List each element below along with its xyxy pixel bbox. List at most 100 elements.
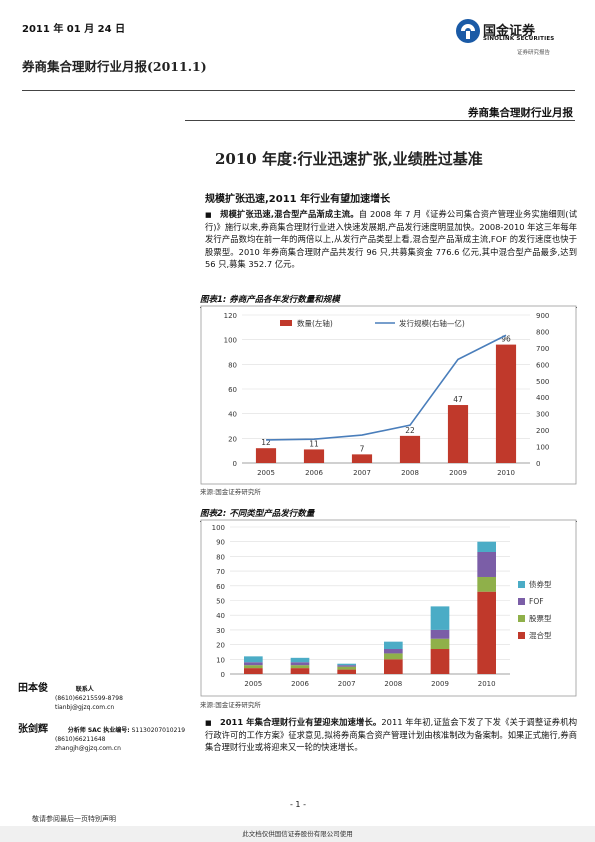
author-phone: (8610)66215599-8798 (55, 695, 123, 702)
x-tick-label: 2010 (497, 469, 515, 477)
author-block-2: 张剑辉 分析师 SAC 执业编号: S1130207010219 (8610)6… (18, 725, 185, 753)
stacked-bar-segment (477, 541, 496, 552)
y-tick-label: 80 (216, 553, 225, 561)
stacked-bar-segment (244, 665, 263, 669)
bar (255, 448, 277, 463)
stacked-bar-segment (430, 629, 450, 639)
bar (495, 344, 517, 463)
stacked-bar-segment (384, 649, 403, 654)
x-tick-label: 2007 (353, 469, 371, 477)
disclaimer-note: 敬请参阅最后一页特别声明 (32, 815, 116, 823)
legend-swatch (518, 581, 525, 588)
stacked-bar-segment (384, 659, 403, 674)
y-tick-label: 50 (216, 598, 225, 606)
logo-chinese-name: 国金证券 (483, 24, 536, 39)
stacked-bar-segment (337, 665, 356, 667)
legend-label: 数量(左轴) (297, 318, 333, 328)
logo-subtitle: 证券研究报告 (517, 50, 551, 56)
y2-tick-label: 700 (536, 345, 549, 353)
logo-english-name: SINOLINK SECURITIES (483, 36, 555, 42)
author-name: 张剑辉 (18, 724, 48, 735)
stacked-bar-segment (290, 668, 310, 674)
y-tick-label: 20 (216, 642, 225, 650)
stacked-bar-segment (290, 657, 310, 663)
y-tick-label: 120 (224, 312, 237, 320)
data-label: 47 (453, 395, 463, 404)
bar (447, 405, 469, 463)
author-email: tianbj@gjzq.com.cn (55, 704, 115, 711)
figure2-source: 来源:国金证券研究所 (200, 701, 261, 709)
section1-paragraph: ■ 规模扩张迅速,混合型产品渐成主流。自 2008 年 7 月《证券公司集合资产管… (205, 208, 577, 271)
y2-tick-label: 400 (536, 394, 549, 402)
y2-tick-label: 900 (536, 312, 549, 320)
x-tick-label: 2009 (431, 680, 449, 688)
section2-paragraph: ■ 2011 年集合理财行业有望迎来加速增长。2011 年年初,证监会下发了下发《… (205, 716, 577, 754)
section-title: 规模扩张迅速,2011 年行业有望加速增长 (205, 194, 391, 205)
data-label: 22 (405, 426, 415, 435)
paragraph-text: 2011 年年初,证监会下发了下发《关于调整证券机构行政许可的工作方案》征求意见… (205, 717, 577, 753)
y-tick-label: 60 (228, 386, 237, 394)
y-tick-label: 100 (212, 524, 225, 532)
legend-swatch (518, 632, 525, 639)
page-number: - 1 - (290, 800, 306, 809)
data-label: 11 (309, 439, 319, 448)
square-bullet-icon: ■ (205, 211, 212, 219)
stacked-bar-segment (337, 666, 356, 670)
y2-tick-label: 500 (536, 378, 549, 386)
x-tick-label: 2006 (291, 680, 309, 688)
stacked-bar-segment (290, 665, 310, 669)
x-tick-label: 2009 (449, 469, 467, 477)
author-role: 联系人 (75, 686, 94, 693)
stacked-bar-segment (477, 576, 496, 592)
figure2-chart: 0 10 20 30 40 50 60 70 80 90 100 2005 2006 2007 2008 20… (200, 519, 577, 697)
author-name: 田本俊 (18, 683, 48, 694)
bullet-lead: 2011 年集合理财行业有望迎来加速增长。 (220, 717, 382, 727)
category-divider (185, 120, 575, 121)
square-bullet-icon: ■ (205, 719, 212, 727)
legend-swatch (518, 598, 525, 605)
company-logo: 国金证券 SINOLINK SECURITIES 证券研究报告 (455, 18, 575, 58)
stacked-bar-segment (477, 551, 496, 577)
legend-label: FOF (529, 597, 544, 606)
y2-tick-label: 300 (536, 411, 549, 419)
report-date: 2011 年 01 月 24 日 (22, 24, 126, 35)
author-license: S1130207010219 (131, 727, 186, 734)
author-phone: (8610)66211648 (55, 736, 106, 743)
x-tick-label: 2007 (338, 680, 356, 688)
legend-label: 股票型 (529, 614, 552, 623)
x-tick-label: 2008 (384, 680, 402, 688)
y-tick-label: 0 (233, 460, 237, 468)
stacked-bar-segment (430, 638, 450, 650)
legend-label: 混合型 (529, 630, 552, 640)
bar (351, 454, 373, 463)
y-tick-label: 90 (216, 539, 225, 547)
headline: 2010 年度:行业迅速扩张,业绩胜过基准 (215, 150, 483, 168)
y-tick-label: 30 (216, 627, 225, 635)
author-email: zhangjh@gjzq.com.cn (55, 745, 121, 752)
y2-tick-label: 100 (536, 444, 549, 452)
figure1-source: 来源:国金证券研究所 (200, 488, 261, 496)
stacked-bar-segment (244, 656, 263, 663)
y-tick-label: 100 (224, 337, 237, 345)
legend-swatch (280, 320, 292, 326)
stacked-bar-segment (430, 606, 450, 630)
y-tick-label: 80 (228, 361, 237, 369)
y-tick-label: 40 (228, 411, 237, 419)
stacked-bar-segment (477, 591, 496, 674)
y-tick-label: 20 (228, 435, 237, 443)
report-category: 券商集合理财行业月报 (468, 107, 573, 119)
legend-swatch (518, 615, 525, 622)
y2-tick-label: 800 (536, 328, 549, 336)
x-tick-label: 2005 (244, 680, 262, 688)
paragraph-text: 自 2008 年 7 月《证券公司集合资产管理业务实施细则(试行)》施行以来,券… (205, 209, 577, 270)
header-divider (22, 90, 575, 91)
y2-tick-label: 600 (536, 361, 549, 369)
x-tick-label: 2005 (257, 469, 275, 477)
y-tick-label: 40 (216, 612, 225, 620)
x-tick-label: 2010 (478, 680, 496, 688)
logo-icon (456, 19, 480, 43)
stacked-bar-segment (337, 669, 356, 674)
y-tick-label: 10 (216, 656, 225, 664)
x-tick-label: 2008 (401, 469, 419, 477)
report-title: 券商集合理财行业月报(2011.1) (22, 59, 207, 74)
